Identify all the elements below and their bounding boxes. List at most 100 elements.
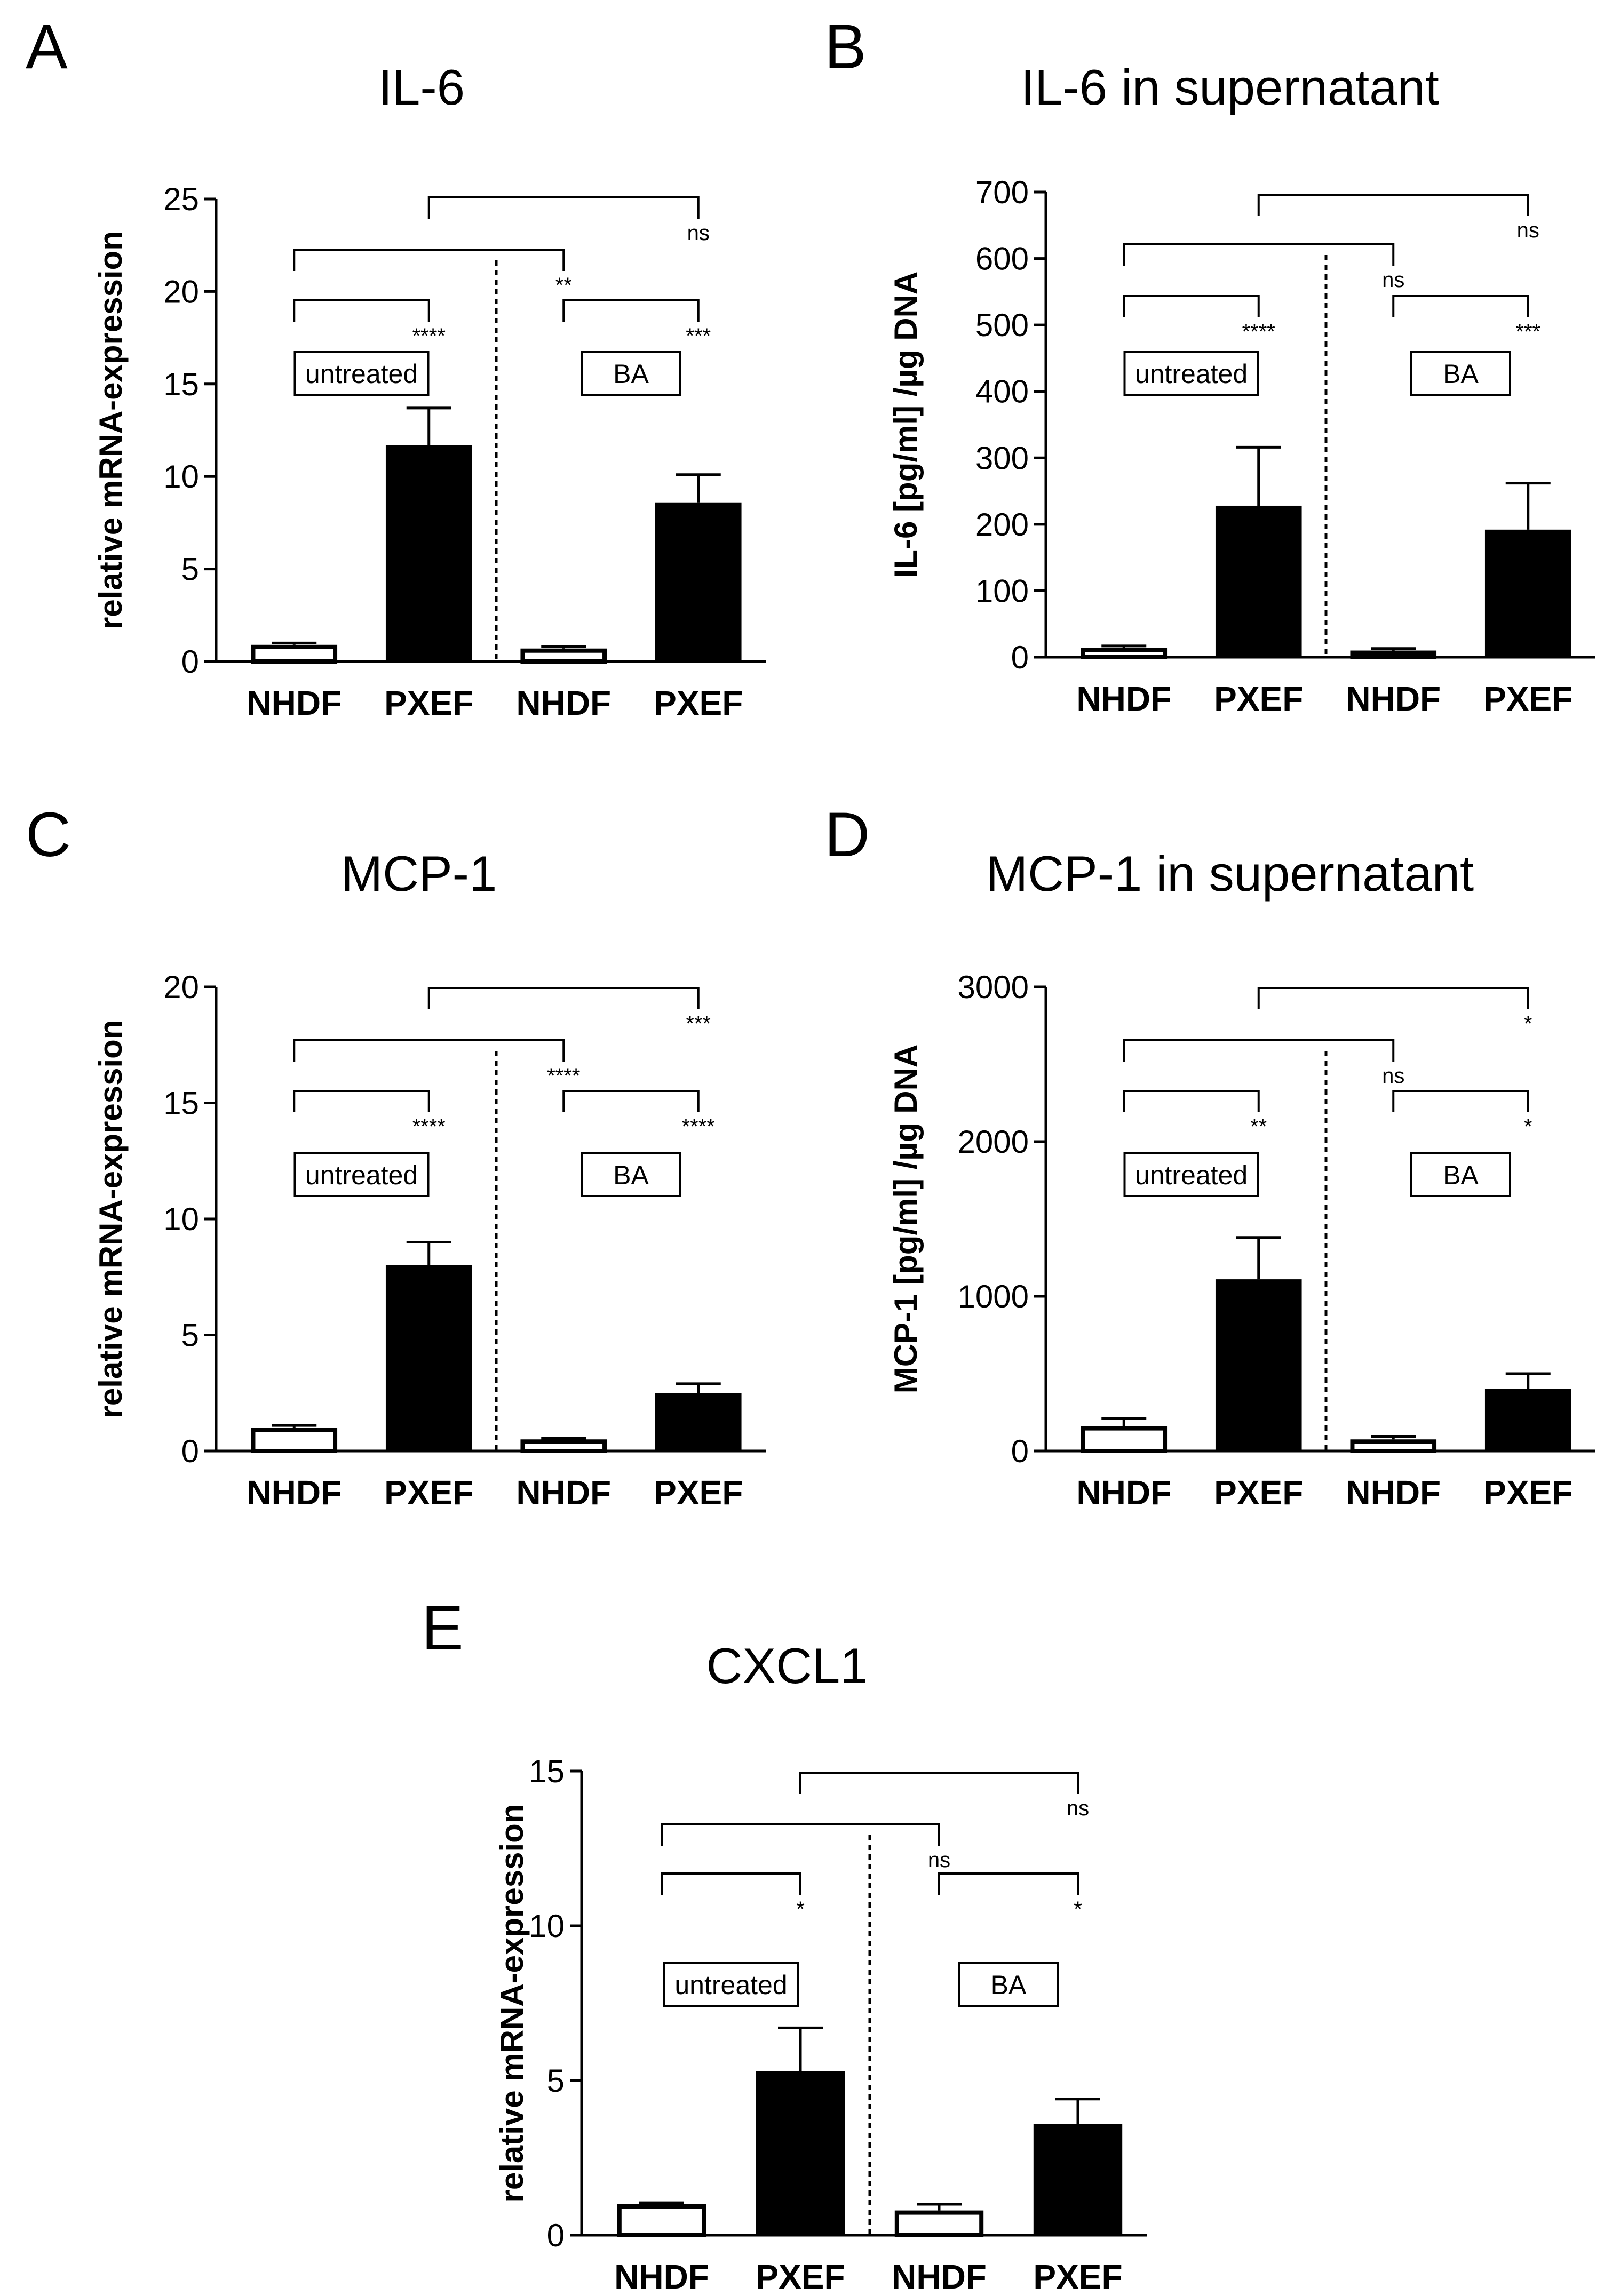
group-label-box <box>1123 1152 1259 1197</box>
x-tick-label: NHDF <box>1346 1473 1441 1512</box>
significance-bracket <box>1123 1090 1260 1112</box>
y-tick-label: 400 <box>975 374 1029 410</box>
x-tick-label: PXEF <box>1483 1473 1573 1512</box>
group-label-box <box>1123 351 1259 396</box>
bar-nhdf-untreated <box>1081 1426 1168 1454</box>
y-tick-label: 5 <box>181 552 199 587</box>
x-tick-label: NHDF <box>247 1473 342 1512</box>
chart-panel-a: A IL-6 0 5 10 15 20 25 relative mRNA-expression N… <box>26 12 766 722</box>
x-tick-label: PXEF <box>1033 2258 1122 2296</box>
significance-bracket <box>1392 1090 1529 1112</box>
significance-bracket <box>1123 295 1260 317</box>
significance-label: ns <box>687 221 710 245</box>
x-tick-label: NHDF <box>1346 680 1441 718</box>
significance-label: * <box>796 1898 805 1921</box>
bar-pxef-untreated <box>756 2071 845 2235</box>
y-tick-label: 10 <box>163 1201 199 1237</box>
significance-label: *** <box>686 1012 711 1035</box>
x-tick-label: NHDF <box>614 2258 709 2296</box>
y-tick-label: 0 <box>547 2218 565 2253</box>
x-tick-label: PXEF <box>384 684 473 722</box>
y-tick-label: 10 <box>529 1908 565 1944</box>
y-axis-label: relative mRNA-expression <box>93 231 129 629</box>
significance-bracket <box>427 196 700 219</box>
significance-bracket <box>562 299 700 322</box>
significance-label: ns <box>1517 219 1539 242</box>
group-label-box <box>293 1152 430 1197</box>
group-label-box <box>581 351 681 396</box>
group-label: untreated <box>1135 359 1248 389</box>
panel-letter: C <box>26 800 71 870</box>
x-tick-label: NHDF <box>1076 680 1171 718</box>
chart-title: CXCL1 <box>706 1638 868 1694</box>
significance-label: **** <box>412 324 446 348</box>
bar-nhdf-untreated <box>1081 648 1168 660</box>
x-tick-label: NHDF <box>892 2258 987 2296</box>
y-tick-label: 15 <box>163 1086 199 1121</box>
significance-label: **** <box>412 1115 446 1138</box>
x-tick-label: PXEF <box>1214 1473 1303 1512</box>
group-label: untreated <box>305 1160 418 1190</box>
significance-bracket <box>293 249 565 271</box>
x-tick-label: NHDF <box>516 1473 611 1512</box>
y-tick-label: 0 <box>1011 1433 1029 1469</box>
panel-letter: D <box>824 800 870 870</box>
bar-pxef-untreated <box>1215 1279 1302 1451</box>
bar-pxef-untreated <box>1215 505 1302 657</box>
bar-nhdf-ba <box>520 648 607 664</box>
bar-nhdf-ba <box>894 2210 984 2238</box>
y-tick-label: 25 <box>163 181 199 217</box>
bar-pxef-ba <box>1484 1389 1571 1451</box>
significance-bracket <box>562 1090 700 1112</box>
group-label-box <box>293 351 430 396</box>
group-label: BA <box>991 1970 1027 2000</box>
group-label: untreated <box>674 1970 787 2000</box>
significance-label: ns <box>1382 1064 1404 1088</box>
x-tick-label: PXEF <box>654 684 743 722</box>
significance-bracket <box>293 1090 430 1112</box>
significance-bracket <box>799 1772 1079 1794</box>
y-tick-label: 700 <box>975 174 1029 210</box>
y-axis-label: relative mRNA-expression <box>93 1020 129 1418</box>
x-tick-label: PXEF <box>1483 680 1573 718</box>
bar-pxef-untreated <box>385 445 472 661</box>
y-tick-label: 500 <box>975 307 1029 343</box>
y-axis-label: relative mRNA-expression <box>494 1804 530 2203</box>
significance-bracket <box>938 1872 1079 1895</box>
significance-label: ** <box>1250 1115 1267 1138</box>
significance-bracket <box>1257 194 1529 216</box>
significance-label: ns <box>1067 1797 1089 1820</box>
significance-bracket <box>1257 987 1529 1009</box>
y-tick-label: 20 <box>163 969 199 1005</box>
y-tick-label: 600 <box>975 241 1029 277</box>
bar-nhdf-untreated <box>251 1428 338 1453</box>
significance-label: * <box>1524 1115 1532 1138</box>
panel-letter: B <box>824 12 867 82</box>
bar-pxef-ba <box>655 502 742 661</box>
significance-bracket <box>661 1823 940 1846</box>
group-label: BA <box>613 359 649 389</box>
y-tick-label: 10 <box>163 459 199 495</box>
chart-title: MCP-1 in supernatant <box>986 846 1474 902</box>
y-tick-label: 0 <box>1011 640 1029 675</box>
bar-pxef-ba <box>655 1393 742 1451</box>
x-tick-label: NHDF <box>247 684 342 722</box>
significance-label: ** <box>555 274 572 297</box>
significance-label: * <box>1074 1898 1082 1921</box>
bar-pxef-untreated <box>385 1265 472 1451</box>
x-tick-label: PXEF <box>756 2258 845 2296</box>
group-label-box <box>958 1962 1059 2007</box>
significance-bracket <box>293 299 430 322</box>
bar-nhdf-ba <box>1350 650 1437 659</box>
y-tick-label: 20 <box>163 274 199 309</box>
chart-title: MCP-1 <box>341 846 497 902</box>
y-axis-label: IL-6 [pg/ml] /µg DNA <box>888 272 924 578</box>
significance-bracket <box>661 1872 801 1895</box>
x-tick-label: NHDF <box>516 684 611 722</box>
bar-pxef-ba <box>1033 2124 1123 2235</box>
y-tick-label: 2000 <box>958 1124 1029 1160</box>
group-label-box <box>581 1152 681 1197</box>
panel-letter: A <box>26 12 68 82</box>
chart-panel-e: E CXCL1 0 5 10 15 relative mRNA-expression NHDF… <box>422 1593 1147 2296</box>
